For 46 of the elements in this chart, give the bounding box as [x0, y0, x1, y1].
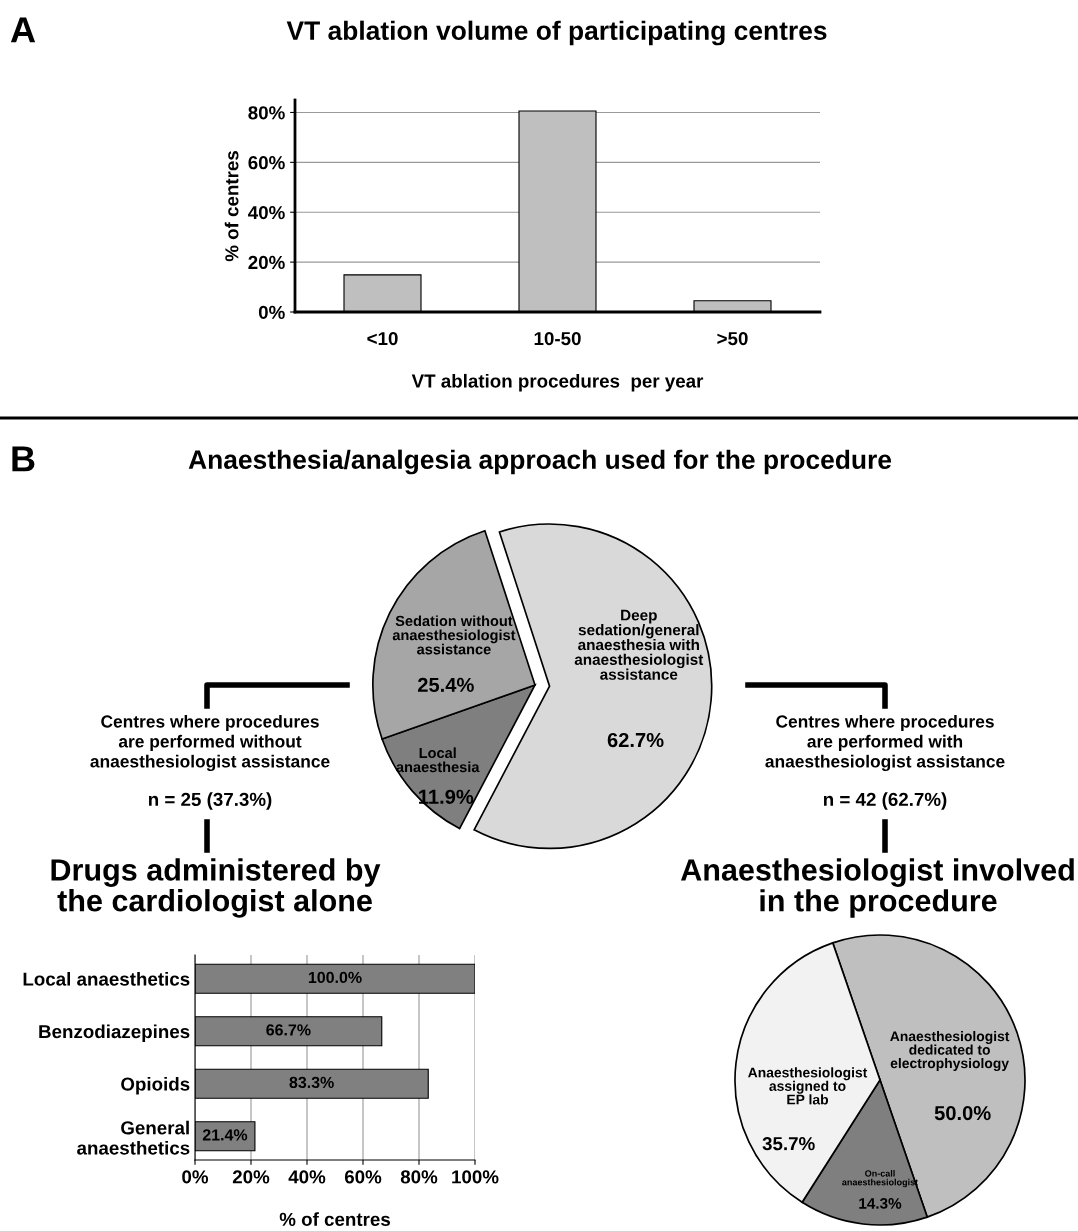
y-tick-label: General anaesthetics	[77, 1120, 190, 1155]
data-label: 100.0%	[308, 971, 362, 984]
text: n = 42 (62.7%)	[823, 792, 947, 810]
x-axis-title: VT ablation procedures per year	[411, 373, 704, 392]
slice-label: Anaesthesiologist dedicated to electrophysiology	[890, 1031, 1010, 1071]
y-tick-label: Local anaesthetics	[23, 971, 190, 986]
slice-label: Anaesthesiologist assigned to EP lab	[748, 1067, 868, 1105]
y-tick-label: 40%	[248, 205, 285, 220]
chart-title: VT ablation volume of participating centres	[286, 20, 827, 46]
x-tick-label: 40%	[288, 1170, 326, 1184]
slice-label: Deep sedation/general anaesthesia with anaesthesiologist assistance	[574, 609, 704, 680]
data-label: 11.9%	[419, 789, 474, 804]
x-tick-label: 10-50	[534, 331, 581, 346]
y-tick-label: 20%	[248, 255, 285, 270]
y-tick-label: 0%	[258, 305, 285, 319]
data-label: 66.7%	[266, 1024, 311, 1036]
data-label: 21.4%	[202, 1129, 248, 1141]
data-label: 14.3%	[859, 1197, 902, 1209]
data-label: 50.0%	[934, 1105, 991, 1121]
x-tick-label: 0%	[182, 1170, 209, 1184]
text: B	[12, 446, 35, 472]
text: Centres where procedures are performed with anaesthesiologist assistance	[765, 714, 1005, 772]
y-axis-title: % of centres	[224, 151, 239, 262]
x-tick-label: 20%	[232, 1170, 270, 1184]
text: Centres where procedures are performed without anaesthesiologist assistance	[90, 714, 330, 772]
text: n = 25 (37.3%)	[148, 792, 272, 810]
slice-label: Local anaesthesia	[396, 747, 480, 773]
x-tick-label: 100%	[452, 1170, 499, 1184]
y-tick-label: Opioids	[121, 1076, 190, 1095]
x-tick-label: <10	[367, 331, 398, 346]
data-label: 62.7%	[607, 732, 664, 748]
x-axis-title: % of centres	[279, 1212, 390, 1226]
y-tick-label: Benzodiazepines	[39, 1024, 190, 1042]
y-tick-label: 60%	[248, 156, 285, 170]
x-tick-label: 60%	[344, 1170, 382, 1184]
chart-title: Drugs administered by the cardiologist alone	[51, 858, 381, 918]
data-label: 83.3%	[289, 1076, 334, 1089]
chart-title: Anaesthesia/analgesia approach used for the procedure	[188, 449, 892, 475]
data-label: 25.4%	[417, 677, 474, 693]
x-tick-label: >50	[717, 331, 748, 346]
slice-label: Sedation without anaesthesiologist assistance	[392, 615, 516, 655]
x-tick-label: 80%	[400, 1170, 438, 1184]
text: A	[10, 17, 36, 43]
y-tick-label: 80%	[248, 106, 285, 120]
chart-title: Anaesthesiologist involved in the procedure	[680, 858, 1074, 918]
data-label: 35.7%	[762, 1137, 815, 1151]
